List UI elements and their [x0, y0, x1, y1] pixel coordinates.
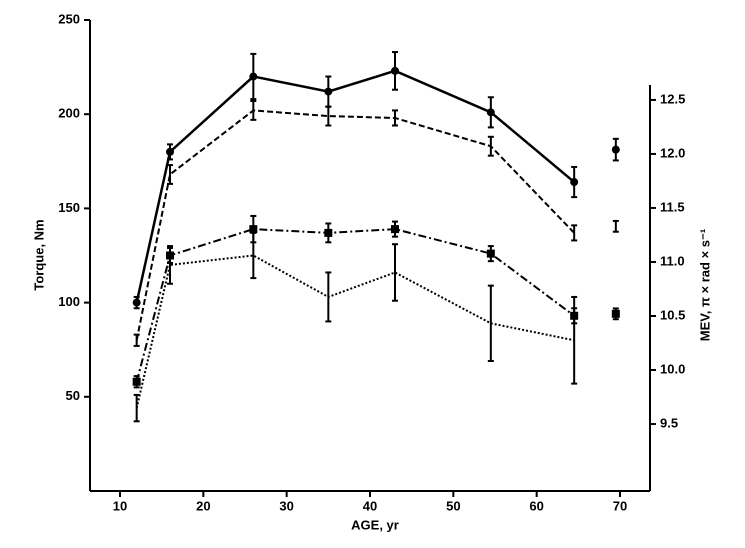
point: [249, 72, 258, 81]
y-axis-label: Torque, Nm: [31, 219, 46, 290]
x-tick-label: 50: [446, 498, 460, 513]
point: [486, 108, 495, 117]
point: [166, 147, 174, 156]
point: [486, 249, 495, 258]
x-tick-label: 30: [279, 498, 293, 513]
y2-tick-label: 9.5: [660, 415, 678, 430]
x-tick-label: 20: [196, 498, 210, 513]
y-tick-label: 200: [58, 106, 80, 121]
y2-tick-label: 12.0: [660, 145, 685, 160]
x-axis-label: AGE, yr: [351, 517, 399, 532]
x-tick-label: 60: [529, 498, 543, 513]
point: [611, 309, 620, 318]
point: [132, 377, 141, 386]
series-line: [135, 254, 575, 409]
y2-tick-label: 10.5: [660, 307, 685, 322]
point: [324, 87, 333, 96]
y2-tick-label: 11.0: [660, 253, 685, 268]
series-line: [135, 228, 575, 382]
x-tick-label: 10: [113, 498, 127, 513]
y2-axis-label: MEV, π × rad × s⁻¹: [697, 229, 712, 341]
y-tick-label: 50: [66, 388, 80, 403]
y2-tick-label: 11.5: [660, 199, 685, 214]
x-tick-label: 70: [613, 498, 627, 513]
point: [391, 225, 399, 234]
y-tick-label: 150: [58, 200, 80, 215]
point: [570, 178, 579, 187]
x-tick-label: 40: [363, 498, 377, 513]
point: [249, 225, 258, 234]
point: [611, 145, 620, 154]
series-line: [135, 109, 575, 341]
y-tick-label: 250: [58, 11, 80, 26]
point: [391, 66, 399, 75]
y2-tick-label: 12.5: [660, 91, 685, 106]
point: [324, 228, 333, 237]
y2-tick-label: 10.0: [660, 361, 685, 376]
y-tick-label: 100: [58, 294, 80, 309]
point: [132, 298, 141, 307]
